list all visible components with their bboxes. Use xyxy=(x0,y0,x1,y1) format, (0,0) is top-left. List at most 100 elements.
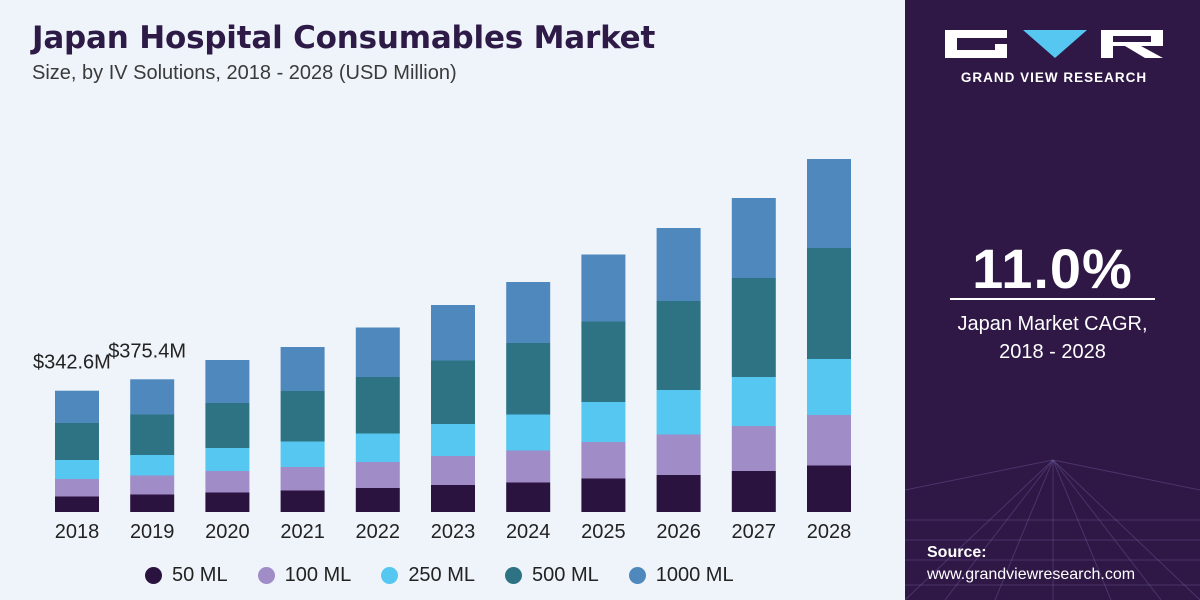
bar-segment-2023-500ml xyxy=(431,360,475,424)
bar-segment-2027-100ml xyxy=(731,426,776,471)
R-shape-icon xyxy=(1101,30,1163,58)
bar-segment-2022-1000ml xyxy=(355,327,400,377)
chart-legend: 50 ML 100 ML 250 ML 500 ML 1000 ML xyxy=(145,562,734,588)
bar-segment-2025-100ml xyxy=(581,442,626,479)
bar-segment-2021-500ml xyxy=(280,391,325,442)
brand-name: GRAND VIEW RESEARCH xyxy=(960,70,1148,85)
bar-segment-2028-250ml xyxy=(807,359,851,415)
bar-segment-2020-50ml xyxy=(205,492,250,512)
legend-swatch-250ml xyxy=(381,566,399,584)
data-label-2018: $342.6M xyxy=(33,352,111,374)
stacked-bar-chart: 2018 2019 2020 2021 2022 2023 2024 2025 2026 2027… xyxy=(33,159,852,543)
bar-segment-2018-50ml xyxy=(55,496,99,512)
bar-segment-2018-100ml xyxy=(55,479,99,497)
bar-segment-2018-250ml xyxy=(55,460,99,479)
triangle-V-icon xyxy=(1023,30,1087,58)
legend-swatch-50ml xyxy=(145,566,162,584)
bar-segment-2020-1000ml xyxy=(205,360,250,403)
bar-segment-2024-500ml xyxy=(506,343,551,415)
bar-segment-2022-100ml xyxy=(355,462,400,488)
bar-segment-2021-50ml xyxy=(280,490,325,512)
source-label: Source: xyxy=(927,544,987,561)
bar-segment-2028-50ml xyxy=(807,465,851,512)
bar-segment-2019-500ml xyxy=(130,414,175,455)
bar-segment-2019-100ml xyxy=(130,475,175,495)
x-tick-label-2023: 2023 xyxy=(431,521,476,543)
chart-panel: Japan Hospital Consumables Market Size, … xyxy=(0,0,905,600)
legend-label-100ml: 100 ML xyxy=(284,563,352,586)
bar-segment-2021-1000ml xyxy=(280,347,325,391)
x-tick-label-2024: 2024 xyxy=(506,521,551,543)
bar-segment-2020-100ml xyxy=(205,471,250,493)
legend-item-250ml: 250 ML xyxy=(381,564,475,587)
grid-pattern-decoration xyxy=(905,459,1200,600)
bar-segment-2019-50ml xyxy=(130,494,175,512)
bar-segment-2028-100ml xyxy=(807,415,851,466)
x-tick-label-2025: 2025 xyxy=(581,521,626,543)
legend-item-1000ml: 1000 ML xyxy=(628,563,734,587)
cagr-label-line1: Japan Market CAGR, xyxy=(957,313,1148,335)
legend-swatch-1000ml xyxy=(628,566,646,584)
bar-segment-2019-1000ml xyxy=(130,379,175,415)
bar-segment-2022-500ml xyxy=(355,377,400,434)
bar-segment-2026-50ml xyxy=(656,475,701,512)
cagr-value: 11.0% xyxy=(972,237,1133,300)
x-tick-label-2020: 2020 xyxy=(205,521,250,543)
bar-segment-2027-500ml xyxy=(731,278,776,377)
chart-subtitle: Size, by IV Solutions, 2018 - 2028 (USD … xyxy=(32,62,457,84)
legend-label-1000ml: 1000 ML xyxy=(655,563,734,586)
bar-segment-2024-250ml xyxy=(506,414,551,451)
legend-label-500ml: 500 ML xyxy=(532,563,599,586)
cagr-label-line2: 2018 - 2028 xyxy=(999,341,1106,363)
cagr-divider xyxy=(950,298,1155,300)
bar-segment-2021-100ml xyxy=(280,467,325,491)
bar-segment-2028-1000ml xyxy=(807,159,851,248)
bar-segment-2027-1000ml xyxy=(731,198,776,278)
x-tick-label-2019: 2019 xyxy=(130,521,175,543)
data-label-2019: $375.4M xyxy=(108,340,186,362)
x-tick-label-2018: 2018 xyxy=(55,521,100,543)
x-tick-label-2027: 2027 xyxy=(732,521,777,543)
bar-segment-2025-50ml xyxy=(581,478,626,512)
bar-segment-2020-500ml xyxy=(205,403,250,448)
bar-segment-2026-500ml xyxy=(656,301,701,390)
bar-segment-2027-50ml xyxy=(731,471,776,512)
bar-segment-2026-250ml xyxy=(656,390,701,435)
bar-segment-2024-50ml xyxy=(506,482,551,512)
bar-segment-2026-100ml xyxy=(656,434,701,475)
cagr-label: Japan Market CAGR, 2018 - 2028 xyxy=(905,310,1200,366)
bar-segment-2026-1000ml xyxy=(656,228,701,301)
bar-segment-2018-1000ml xyxy=(55,390,99,423)
legend-label-50ml: 50 ML xyxy=(172,563,228,586)
bar-segment-2023-1000ml xyxy=(431,305,475,361)
chart-title: Japan Hospital Consumables Market xyxy=(32,20,656,56)
x-tick-label-2026: 2026 xyxy=(656,521,701,543)
bar-segment-2023-100ml xyxy=(431,456,475,485)
bar-segment-2027-250ml xyxy=(731,377,776,426)
x-tick-label-2022: 2022 xyxy=(356,521,401,543)
bar-segment-2025-250ml xyxy=(581,402,626,442)
source-url[interactable]: www.grandviewresearch.com xyxy=(927,566,1136,583)
bar-segment-2020-250ml xyxy=(205,448,250,471)
legend-swatch-100ml xyxy=(257,566,275,584)
x-tick-label-2028: 2028 xyxy=(807,521,852,543)
bar-segment-2024-100ml xyxy=(506,450,551,483)
bar-segment-2028-500ml xyxy=(807,248,851,359)
bar-segment-2018-500ml xyxy=(55,423,99,460)
grand-view-research-logo xyxy=(945,30,1163,58)
legend-item-500ml: 500 ML xyxy=(505,564,599,587)
bar-segment-2021-250ml xyxy=(280,441,325,467)
bar-segment-2025-1000ml xyxy=(581,254,626,322)
bar-segment-2023-250ml xyxy=(431,424,475,456)
bar-segment-2023-50ml xyxy=(431,485,475,512)
legend-item-50ml: 50 ML xyxy=(145,564,228,587)
bar-segment-2024-1000ml xyxy=(506,282,551,343)
x-tick-label-2021: 2021 xyxy=(280,521,325,543)
brand-panel: GRAND VIEW RESEARCH 11.0% Japan Market C… xyxy=(905,0,1200,600)
bar-segment-2019-250ml xyxy=(130,455,175,476)
bar-segment-2022-250ml xyxy=(355,433,400,462)
bar-segment-2025-500ml xyxy=(581,321,626,402)
legend-item-100ml: 100 ML xyxy=(257,563,352,587)
legend-label-250ml: 250 ML xyxy=(408,563,476,586)
